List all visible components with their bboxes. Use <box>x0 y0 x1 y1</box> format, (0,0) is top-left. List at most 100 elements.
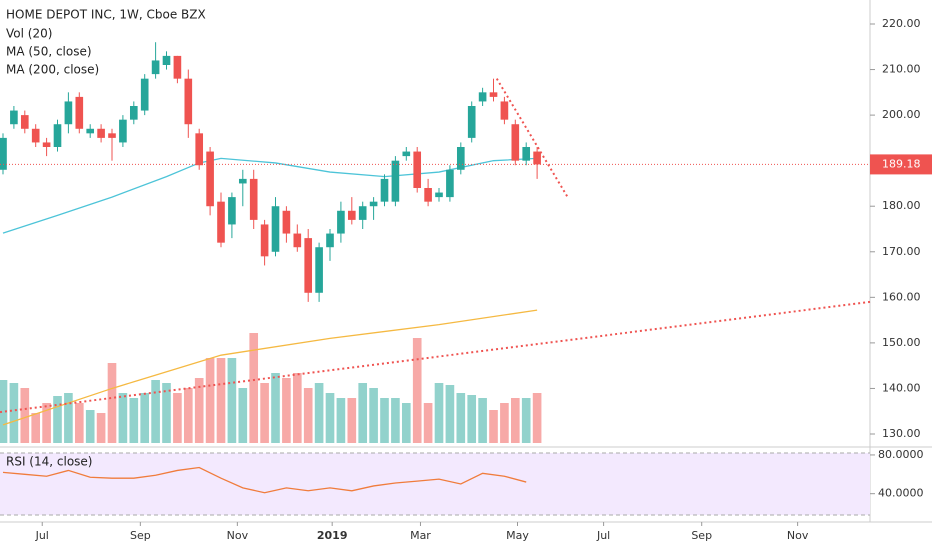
volume-bar <box>325 393 335 443</box>
y-tick-label: 170.00 <box>882 245 921 258</box>
candle-body <box>31 128 40 143</box>
candle-body <box>97 128 105 138</box>
volume-bar <box>347 398 357 443</box>
candle-body <box>435 192 443 198</box>
volume-bar <box>107 363 117 443</box>
x-tick-label: Jul <box>35 529 49 542</box>
volume-bar <box>282 378 291 443</box>
candle-body <box>10 110 18 125</box>
candle-body <box>380 178 389 202</box>
candle-body <box>293 233 302 248</box>
volume-bar <box>500 403 509 443</box>
candle-body <box>304 238 313 293</box>
volume-bar <box>0 380 8 443</box>
candle-body <box>184 78 193 125</box>
y-tick-label: 180.00 <box>882 199 921 212</box>
candle-body <box>162 55 171 65</box>
rsi-band <box>0 453 870 515</box>
y-tick-label: 210.00 <box>882 63 921 76</box>
candle-body <box>140 78 149 111</box>
candle-body <box>413 151 422 188</box>
x-tick-label: Nov <box>227 529 249 542</box>
volume-bar <box>271 373 280 443</box>
last-price-box <box>870 154 932 175</box>
volume-bar <box>31 413 41 443</box>
volume-bar <box>401 403 411 443</box>
candle-body <box>260 224 269 257</box>
y-tick-label: 40.0000 <box>878 487 924 500</box>
volume-bar <box>118 393 128 443</box>
y-tick-label: 150.00 <box>882 336 921 349</box>
volume-bar <box>336 398 346 443</box>
candle-body <box>315 247 323 293</box>
trend-line <box>495 78 569 198</box>
y-tick-label: 160.00 <box>882 290 921 303</box>
candle-body <box>64 101 73 125</box>
candle-body <box>249 178 258 220</box>
x-tick-label: Nov <box>787 529 809 542</box>
candle-body <box>358 206 367 220</box>
candle-body <box>271 206 280 252</box>
volume-bar <box>380 398 389 443</box>
volume-bar <box>510 398 520 443</box>
volume-bar <box>20 388 30 443</box>
ma-line <box>2 309 538 426</box>
rsi-title: RSI (14, close) <box>6 455 92 469</box>
candle-body <box>217 201 225 243</box>
volume-bar <box>74 403 84 443</box>
volume-bar <box>412 338 422 443</box>
volume-bar <box>162 383 171 443</box>
volume-bar <box>173 393 182 443</box>
rsi-pane <box>2 466 527 494</box>
candle-body <box>119 119 127 143</box>
volume-bar <box>151 380 160 443</box>
x-tick-label: May <box>506 529 529 542</box>
candle-body <box>108 133 116 138</box>
volume <box>0 333 542 443</box>
y-tick-label: 200.00 <box>882 108 921 121</box>
volume-bar <box>194 378 204 443</box>
candle-body <box>326 233 334 248</box>
indicator-label: Vol (20) <box>6 27 52 41</box>
volume-bar <box>260 383 269 443</box>
volume-bar <box>292 373 302 443</box>
y-tick-label: 80.0000 <box>878 448 924 461</box>
indicator-label: MA (200, close) <box>6 63 99 77</box>
volume-bar <box>358 383 368 443</box>
candle-body <box>53 124 62 147</box>
y-tick-label: 220.00 <box>882 17 921 30</box>
candle-body <box>173 55 182 79</box>
trend-line <box>0 300 871 414</box>
volume-bar <box>434 383 444 443</box>
volume-bar <box>532 393 542 443</box>
x-tick-label: Jul <box>596 529 610 542</box>
volume-bar <box>205 358 215 443</box>
volume-bar <box>53 396 62 443</box>
candle-body <box>478 92 487 102</box>
candle-body <box>522 147 531 161</box>
volume-bar <box>227 358 237 443</box>
volume-bar <box>140 393 150 443</box>
candle-body <box>75 96 84 129</box>
volume-bar <box>249 333 259 443</box>
candle-body <box>424 188 432 202</box>
x-tick-label: 2019 <box>317 529 348 542</box>
candle-body <box>369 201 378 207</box>
volume-bar <box>423 403 433 443</box>
volume-bar <box>478 398 487 443</box>
volume-bar <box>303 388 313 443</box>
candle-body <box>42 142 51 147</box>
candle-body <box>489 92 498 97</box>
x-tick-label: Sep <box>130 529 151 542</box>
volume-bar <box>314 383 324 443</box>
volume-bar <box>445 385 455 443</box>
candle-body <box>456 147 465 170</box>
volume-bar <box>391 398 400 443</box>
x-tick-label: Mar <box>410 529 431 542</box>
candle-body <box>151 60 160 75</box>
candle-body <box>467 106 476 138</box>
volume-bar <box>369 388 378 443</box>
candle-body <box>500 101 509 120</box>
x-tick-label: Sep <box>691 529 712 542</box>
candle-body <box>0 137 7 170</box>
